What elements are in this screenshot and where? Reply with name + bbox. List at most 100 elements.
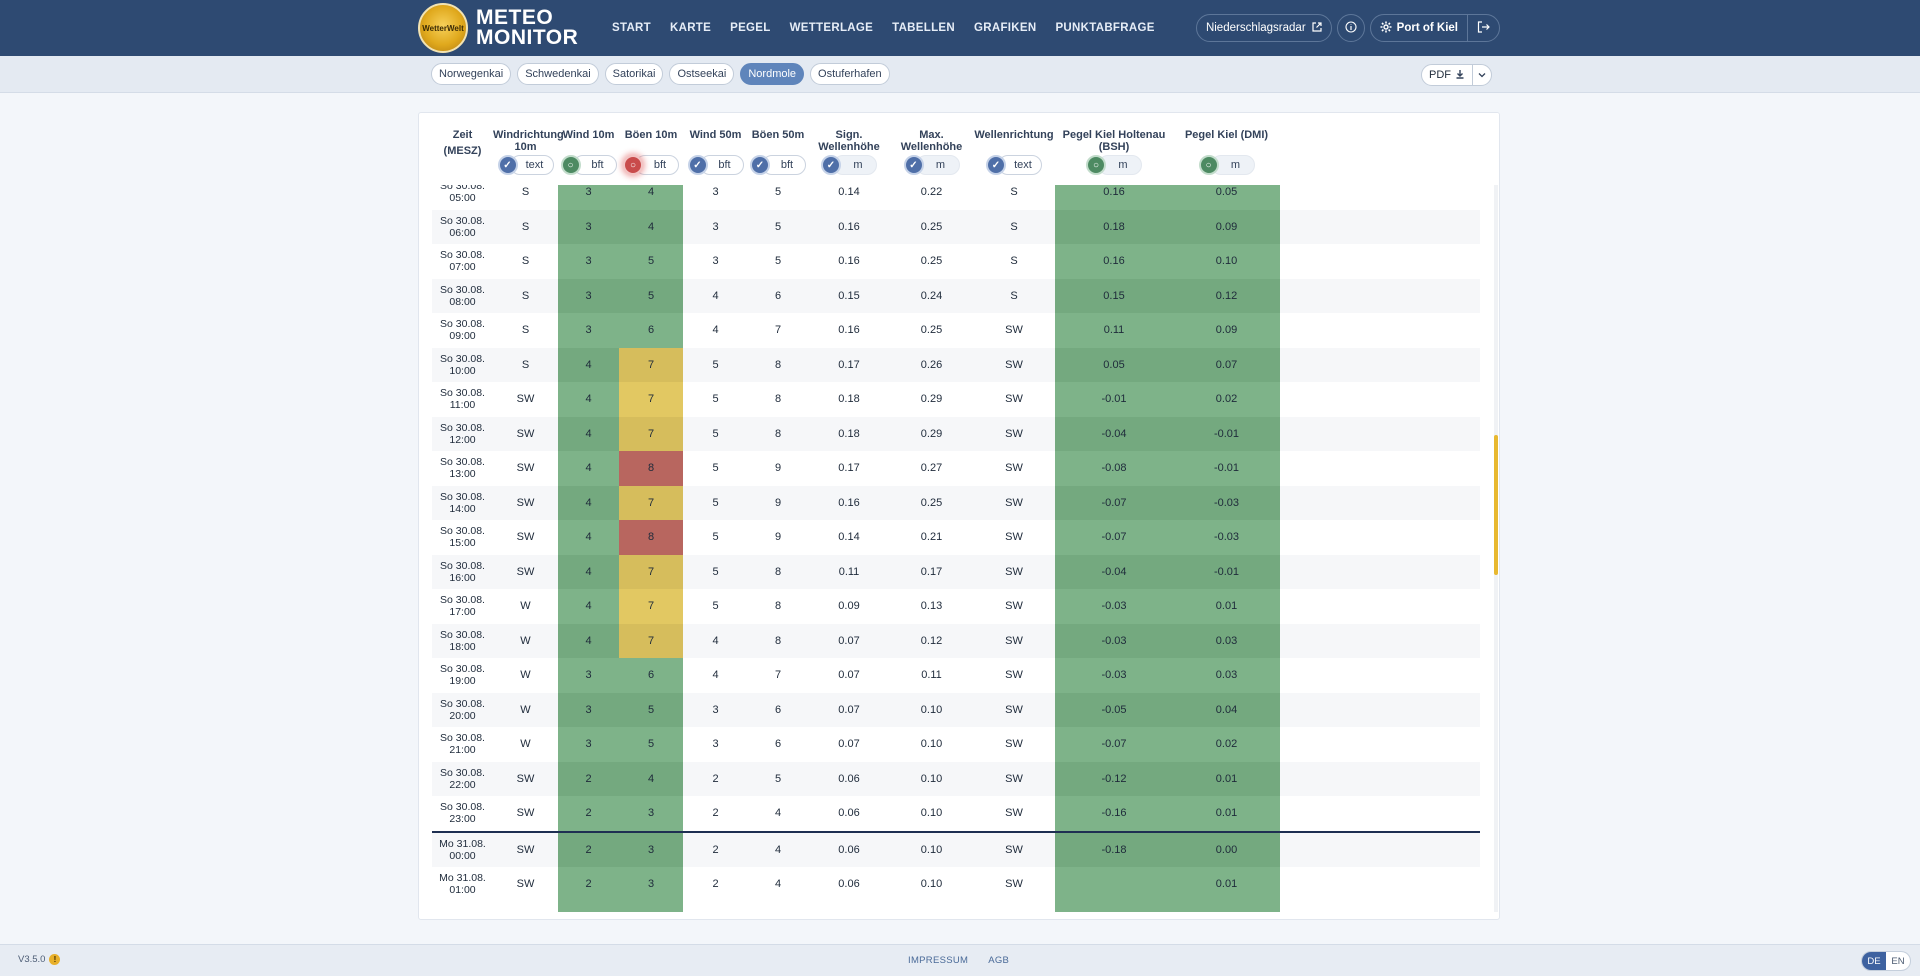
table-cell: 0.14 xyxy=(838,186,860,199)
lang-de[interactable]: DE xyxy=(1862,952,1886,970)
location-tabs: Norwegenkai Schwedenkai Satorikai Ostsee… xyxy=(431,63,890,85)
table-cell: 0.25 xyxy=(920,324,943,337)
pdf-download-button[interactable]: PDF xyxy=(1422,65,1472,85)
table-row: So 30.08. 10:00 S 4 7 5 8 0.17 0.26 SW 0.05 0.07 xyxy=(432,347,1480,382)
table-cell: 0.17 xyxy=(838,358,860,371)
column-controls: ○ m xyxy=(1198,155,1255,175)
unit-selector[interactable]: m xyxy=(915,155,960,175)
tab-norwegenkai[interactable]: Norwegenkai xyxy=(431,63,512,85)
check-status-icon[interactable]: ✓ xyxy=(903,155,924,175)
table-cell: 0.11 xyxy=(1055,313,1173,348)
table-cell: -0.04 xyxy=(1055,554,1173,589)
table-cell: 7 xyxy=(619,589,683,624)
nav-karte[interactable]: KARTE xyxy=(669,22,712,34)
wetterwelt-logo[interactable]: WetterWelt xyxy=(418,3,468,53)
unit-selector[interactable]: text xyxy=(509,155,554,175)
logout-button[interactable] xyxy=(1467,15,1499,41)
hour-label: 17:00 xyxy=(449,606,476,619)
check-status-icon[interactable]: ✓ xyxy=(750,155,770,175)
table-body[interactable]: So 30.08. 05:00 S 3 4 3 5 0.14 0.22 S 0.16 0.05 So 3… xyxy=(432,185,1499,912)
table-cell: S xyxy=(1010,289,1018,302)
table-cell: SW xyxy=(1005,772,1023,785)
table-cell: SW xyxy=(516,878,535,891)
table-row: Mo 31.08. 01:00 SW 2 3 2 4 0.06 0.10 SW 0.01 xyxy=(432,867,1480,902)
date-label: So 30.08. xyxy=(440,185,485,193)
check-status-icon[interactable]: ✓ xyxy=(497,155,518,175)
nav-tabellen[interactable]: TABELLEN xyxy=(892,22,955,34)
table-cell: 3 xyxy=(558,209,619,244)
table-cell: 4 xyxy=(558,520,619,555)
impressum-link[interactable]: IMPRESSUM xyxy=(908,955,969,966)
alert-status-icon[interactable]: ○ xyxy=(560,155,581,175)
time-cell: Mo 31.08. 00:00 xyxy=(432,833,493,868)
table-row: So 30.08. 15:00 SW 4 8 5 9 0.14 0.21 SW -0.07 -0.03 xyxy=(432,520,1480,555)
table-row: So 30.08. 14:00 SW 4 7 5 9 0.16 0.25 SW -0.07 -0.03 xyxy=(432,485,1480,520)
table-cell: 4 xyxy=(558,554,619,589)
nav-wetterlage[interactable]: WETTERLAGE xyxy=(789,22,874,34)
date-label: So 30.08. xyxy=(440,766,485,779)
time-cell: So 30.08. 05:00 xyxy=(432,185,493,210)
nav-grafiken[interactable]: GRAFIKEN xyxy=(973,22,1037,34)
language-switch: DE EN xyxy=(1861,951,1911,971)
hour-label: 19:00 xyxy=(449,675,476,688)
table-cell: 4 xyxy=(558,451,619,486)
hour-label: 08:00 xyxy=(449,295,476,308)
top-bar: WetterWelt METEO MONITOR START KARTE PEG… xyxy=(0,0,1920,56)
table-cell: 2 xyxy=(558,867,619,902)
nav-punktabfrage[interactable]: PUNKTABFRAGE xyxy=(1055,22,1155,34)
hour-label: 07:00 xyxy=(449,261,476,274)
tab-ostseekai[interactable]: Ostseekai xyxy=(669,63,735,85)
alert-status-icon[interactable]: ○ xyxy=(623,155,643,175)
hour-label: 16:00 xyxy=(449,571,476,584)
nav-pegel[interactable]: PEGEL xyxy=(730,22,771,34)
tab-schwedenkai[interactable]: Schwedenkai xyxy=(517,63,599,85)
table-cell: 7 xyxy=(619,347,683,382)
scrollbar-thumb[interactable] xyxy=(1494,435,1498,575)
table-cell: W xyxy=(520,738,531,751)
hour-label: 10:00 xyxy=(449,364,476,377)
account-settings-button[interactable]: Port of Kiel xyxy=(1371,15,1467,41)
unit-selector[interactable]: text xyxy=(998,155,1042,175)
table-cell: SW xyxy=(516,772,535,785)
info-button[interactable] xyxy=(1336,14,1365,42)
table-cell: 0.10 xyxy=(920,772,943,785)
table-cell: -0.03 xyxy=(1055,658,1173,693)
table-cell: 9 xyxy=(774,531,782,544)
table-cell: 0.16 xyxy=(838,220,860,233)
app-brand[interactable]: METEO MONITOR xyxy=(476,6,579,49)
tab-nordmole[interactable]: Nordmole xyxy=(740,63,805,85)
lang-en[interactable]: EN xyxy=(1891,955,1905,967)
alert-status-icon[interactable]: ○ xyxy=(1198,155,1219,175)
tab-satorikai[interactable]: Satorikai xyxy=(604,63,664,85)
table-cell: 7 xyxy=(774,669,782,682)
pdf-options-dropdown[interactable] xyxy=(1472,65,1491,85)
table-cell: 0.29 xyxy=(920,427,943,440)
check-status-icon[interactable]: ✓ xyxy=(986,155,1006,175)
radar-button[interactable]: Niederschlagsradar xyxy=(1195,14,1332,42)
table-cell: 5 xyxy=(712,427,719,440)
tab-ostuferhafen[interactable]: Ostuferhafen xyxy=(810,63,890,85)
hour-label: 06:00 xyxy=(449,226,476,239)
alert-status-icon[interactable]: ○ xyxy=(1086,155,1106,175)
agb-link[interactable]: AGB xyxy=(988,955,1010,966)
unit-selector[interactable]: bft xyxy=(572,155,617,175)
main-nav: START KARTE PEGEL WETTERLAGE TABELLEN GR… xyxy=(612,22,1174,34)
check-status-icon[interactable]: ✓ xyxy=(821,155,841,175)
table-cell: SW xyxy=(1005,358,1023,371)
nav-start[interactable]: START xyxy=(612,22,651,34)
table-cell: 4 xyxy=(774,807,782,820)
table-row: So 30.08. 16:00 SW 4 7 5 8 0.11 0.17 SW -0.04 -0.01 xyxy=(432,554,1480,589)
table-cell: 0.04 xyxy=(1173,692,1280,727)
time-cell: So 30.08. 08:00 xyxy=(432,279,493,314)
table-cell: 5 xyxy=(712,600,719,613)
warning-icon[interactable]: ! xyxy=(49,954,61,965)
table-cell: 4 xyxy=(558,485,619,520)
table-cell: 0.26 xyxy=(920,358,943,371)
table-cell: 0.03 xyxy=(1173,623,1280,658)
table-row: So 30.08. 13:00 SW 4 8 5 9 0.17 0.27 SW -0.08 -0.01 xyxy=(432,451,1480,486)
table-cell: -0.07 xyxy=(1055,520,1173,555)
date-label: So 30.08. xyxy=(440,352,485,365)
check-status-icon[interactable]: ✓ xyxy=(687,155,708,175)
unit-selector[interactable]: m xyxy=(833,155,877,175)
table-cell: 0.25 xyxy=(920,255,943,268)
